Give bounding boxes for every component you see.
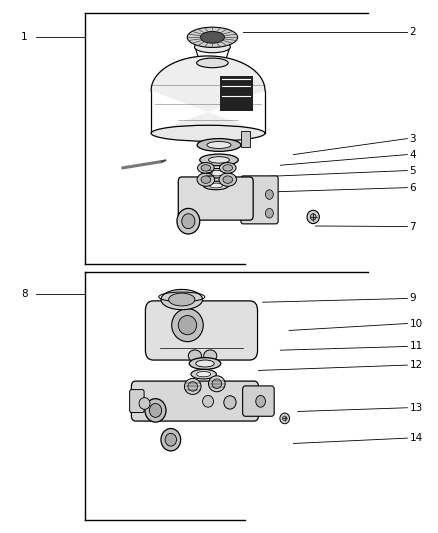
Bar <box>220 76 253 111</box>
Ellipse shape <box>219 163 236 173</box>
Text: 3: 3 <box>410 134 416 143</box>
Ellipse shape <box>177 208 200 234</box>
Ellipse shape <box>145 399 166 422</box>
Ellipse shape <box>256 395 265 407</box>
Ellipse shape <box>223 176 233 183</box>
Ellipse shape <box>197 139 241 151</box>
Ellipse shape <box>203 181 229 190</box>
Ellipse shape <box>208 376 225 392</box>
Ellipse shape <box>149 403 162 417</box>
Ellipse shape <box>202 168 232 178</box>
Ellipse shape <box>197 58 228 68</box>
Ellipse shape <box>200 31 224 43</box>
Text: 11: 11 <box>410 342 423 351</box>
Ellipse shape <box>310 214 316 220</box>
Text: 10: 10 <box>410 319 423 328</box>
Ellipse shape <box>204 350 217 361</box>
FancyBboxPatch shape <box>178 177 253 220</box>
Polygon shape <box>151 56 265 133</box>
Text: 8: 8 <box>21 289 28 299</box>
Ellipse shape <box>169 293 195 306</box>
Ellipse shape <box>187 27 237 47</box>
Text: 14: 14 <box>410 433 423 443</box>
Text: 9: 9 <box>410 294 416 303</box>
FancyBboxPatch shape <box>145 301 258 360</box>
Text: 13: 13 <box>410 403 423 413</box>
Ellipse shape <box>265 208 273 218</box>
Ellipse shape <box>209 183 223 188</box>
Ellipse shape <box>191 369 216 379</box>
Text: 4: 4 <box>410 150 416 159</box>
Ellipse shape <box>265 190 273 199</box>
Ellipse shape <box>196 360 214 367</box>
Ellipse shape <box>202 395 214 407</box>
Ellipse shape <box>139 398 150 409</box>
Text: 7: 7 <box>410 222 416 231</box>
Text: 2: 2 <box>410 27 416 37</box>
Ellipse shape <box>219 173 237 187</box>
Ellipse shape <box>197 372 211 377</box>
Ellipse shape <box>200 154 238 166</box>
FancyBboxPatch shape <box>130 390 144 413</box>
Text: 5: 5 <box>410 166 416 175</box>
Ellipse shape <box>198 163 214 173</box>
Ellipse shape <box>172 309 203 342</box>
Ellipse shape <box>223 165 233 171</box>
Ellipse shape <box>165 433 177 446</box>
Bar <box>241 131 250 147</box>
Ellipse shape <box>194 41 230 53</box>
Ellipse shape <box>161 289 203 310</box>
Ellipse shape <box>188 382 198 391</box>
Text: 12: 12 <box>410 360 423 370</box>
Ellipse shape <box>201 176 211 183</box>
Ellipse shape <box>161 429 180 451</box>
Ellipse shape <box>151 125 265 141</box>
Ellipse shape <box>212 379 222 389</box>
FancyBboxPatch shape <box>243 386 274 416</box>
Ellipse shape <box>224 395 236 409</box>
Ellipse shape <box>189 358 221 369</box>
FancyBboxPatch shape <box>131 381 258 421</box>
FancyBboxPatch shape <box>241 176 278 224</box>
Ellipse shape <box>280 413 290 424</box>
Ellipse shape <box>208 171 225 176</box>
Text: 1: 1 <box>21 33 28 42</box>
Ellipse shape <box>184 378 201 394</box>
Text: 6: 6 <box>410 183 416 192</box>
Ellipse shape <box>178 316 197 335</box>
Ellipse shape <box>307 211 319 224</box>
Ellipse shape <box>182 214 195 229</box>
Ellipse shape <box>197 173 215 187</box>
Ellipse shape <box>283 416 287 421</box>
Ellipse shape <box>188 350 201 361</box>
Ellipse shape <box>207 142 231 148</box>
Ellipse shape <box>208 157 230 163</box>
Ellipse shape <box>201 165 211 171</box>
